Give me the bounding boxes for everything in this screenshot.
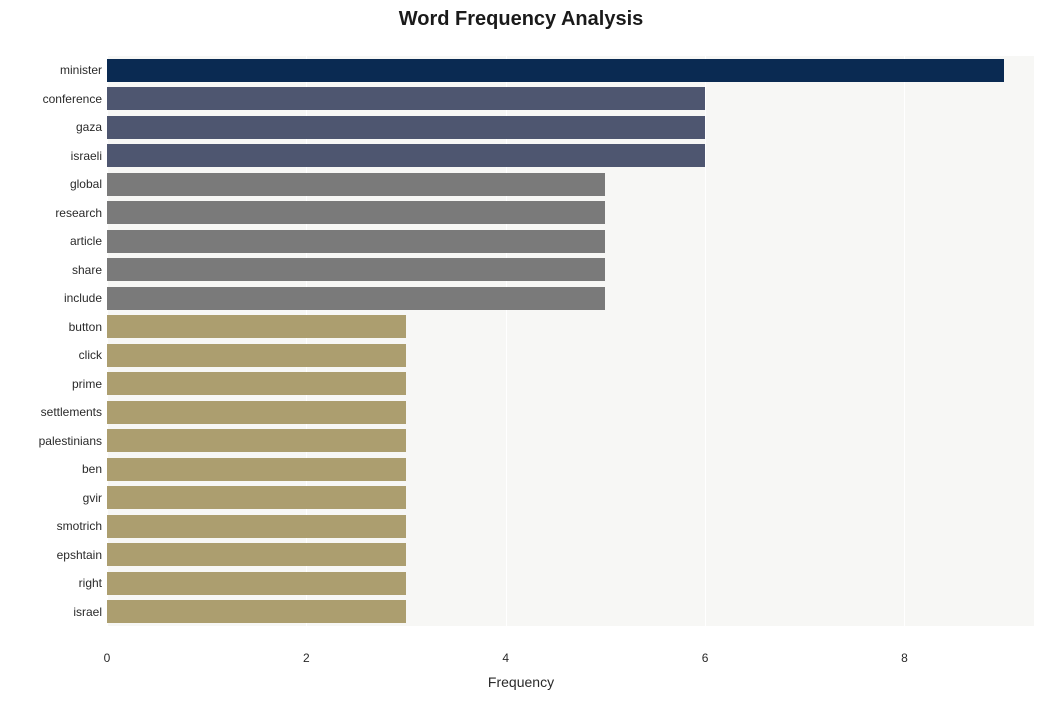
bar bbox=[107, 572, 406, 595]
bar bbox=[107, 515, 406, 538]
y-tick-label: conference bbox=[2, 93, 102, 105]
y-tick-label: include bbox=[2, 292, 102, 304]
y-tick-label: smotrich bbox=[2, 520, 102, 532]
chart-container: Word Frequency Analysis minister conferen… bbox=[0, 0, 1042, 701]
bar bbox=[107, 486, 406, 509]
bar bbox=[107, 116, 705, 139]
bar bbox=[107, 372, 406, 395]
y-tick-label: click bbox=[2, 349, 102, 361]
x-axis-title: Frequency bbox=[0, 674, 1042, 690]
y-tick-label: palestinians bbox=[2, 435, 102, 447]
x-tick-label: 8 bbox=[901, 651, 908, 665]
x-tick-label: 0 bbox=[104, 651, 111, 665]
x-tick-label: 2 bbox=[303, 651, 310, 665]
y-tick-label: research bbox=[2, 207, 102, 219]
bar bbox=[107, 429, 406, 452]
y-tick-label: prime bbox=[2, 378, 102, 390]
y-tick-label: global bbox=[2, 178, 102, 190]
y-tick-label: share bbox=[2, 264, 102, 276]
plot-area bbox=[107, 36, 1034, 646]
bar bbox=[107, 600, 406, 623]
x-tick-label: 6 bbox=[702, 651, 709, 665]
x-gridline bbox=[705, 36, 706, 646]
bar bbox=[107, 458, 406, 481]
y-tick-label: israel bbox=[2, 606, 102, 618]
y-tick-label: israeli bbox=[2, 150, 102, 162]
chart-title: Word Frequency Analysis bbox=[0, 8, 1042, 31]
x-gridline bbox=[904, 36, 905, 646]
y-tick-label: gaza bbox=[2, 121, 102, 133]
x-tick-label: 4 bbox=[502, 651, 509, 665]
bar bbox=[107, 201, 605, 224]
bar bbox=[107, 287, 605, 310]
y-tick-label: button bbox=[2, 321, 102, 333]
bar bbox=[107, 258, 605, 281]
y-tick-label: settlements bbox=[2, 406, 102, 418]
y-tick-label: gvir bbox=[2, 492, 102, 504]
bar bbox=[107, 230, 605, 253]
y-tick-label: article bbox=[2, 235, 102, 247]
bar bbox=[107, 173, 605, 196]
y-tick-label: right bbox=[2, 577, 102, 589]
bar bbox=[107, 543, 406, 566]
y-tick-label: epshtain bbox=[2, 549, 102, 561]
y-tick-label: minister bbox=[2, 64, 102, 76]
bar bbox=[107, 401, 406, 424]
y-tick-label: ben bbox=[2, 463, 102, 475]
bar bbox=[107, 144, 705, 167]
bar bbox=[107, 87, 705, 110]
bar bbox=[107, 59, 1004, 82]
bar bbox=[107, 344, 406, 367]
bar bbox=[107, 315, 406, 338]
